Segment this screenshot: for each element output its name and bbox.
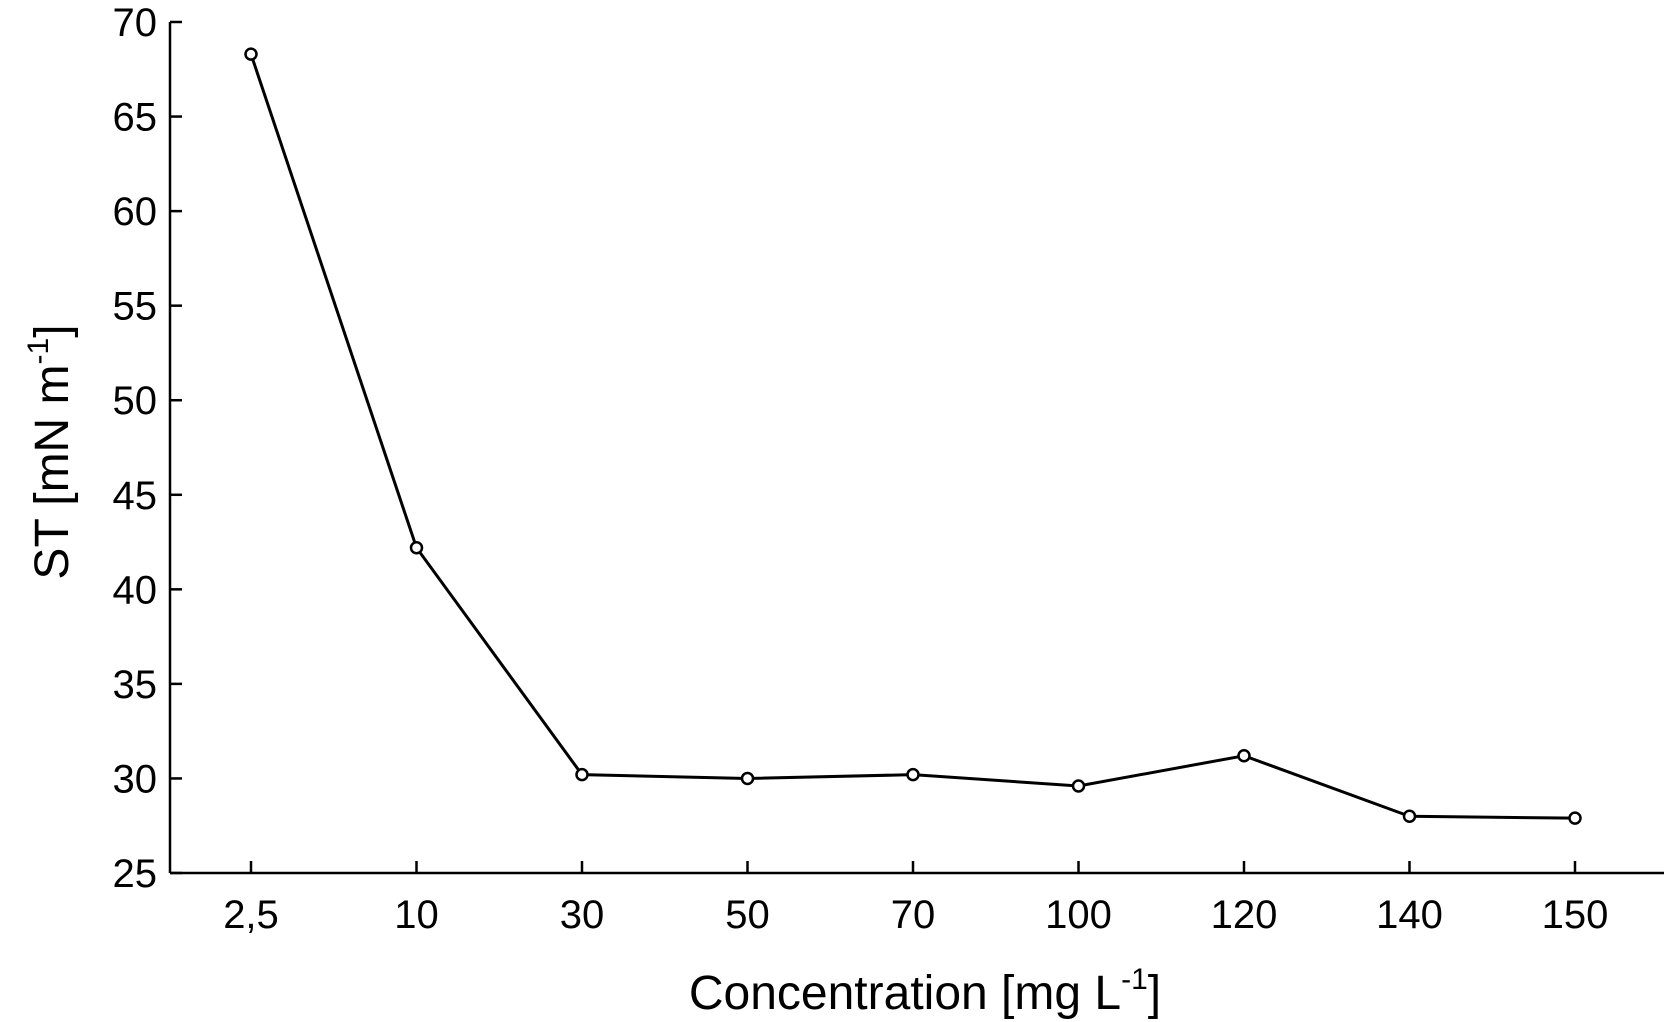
y-tick-label: 55 [113,285,158,329]
x-axis-title: Concentration [mg L-1] [689,963,1161,1020]
x-tick-label: 10 [394,893,439,937]
data-point [1402,809,1417,824]
series-line-path [249,53,1576,820]
data-point [1071,779,1086,793]
y-tick-label: 40 [113,568,158,612]
data-point [244,47,258,61]
x-tick-label: 140 [1376,893,1443,937]
x-tick-label: 30 [560,893,605,937]
x-tick-label: 100 [1045,893,1112,937]
data-point [1237,749,1251,763]
x-tick-label: 2,5 [223,893,279,937]
y-axis: 25 30 35 40 45 50 55 60 65 70 [113,1,182,896]
y-tick-label: 30 [113,757,158,801]
y-tick-label: 70 [113,1,158,45]
series-line [244,47,1582,825]
x-tick-label: 50 [725,893,770,937]
data-point [1568,811,1582,825]
y-tick-label: 35 [113,663,158,707]
data-point [575,767,589,782]
y-tick-label: 65 [113,96,158,140]
y-tick-label: 25 [113,852,158,896]
x-tick-label: 150 [1542,893,1609,937]
y-axis-title: ST [mN m-1] [22,324,79,579]
data-point [740,771,755,786]
data-point [906,767,920,782]
data-point [409,540,424,555]
y-tick-label: 50 [113,379,158,423]
y-tick-label: 60 [113,190,158,234]
x-tick-label: 120 [1211,893,1278,937]
x-axis: 2,5 10 30 50 70 100 120 140 150 [170,861,1664,937]
y-tick-label: 45 [113,474,158,518]
x-tick-label: 70 [891,893,936,937]
